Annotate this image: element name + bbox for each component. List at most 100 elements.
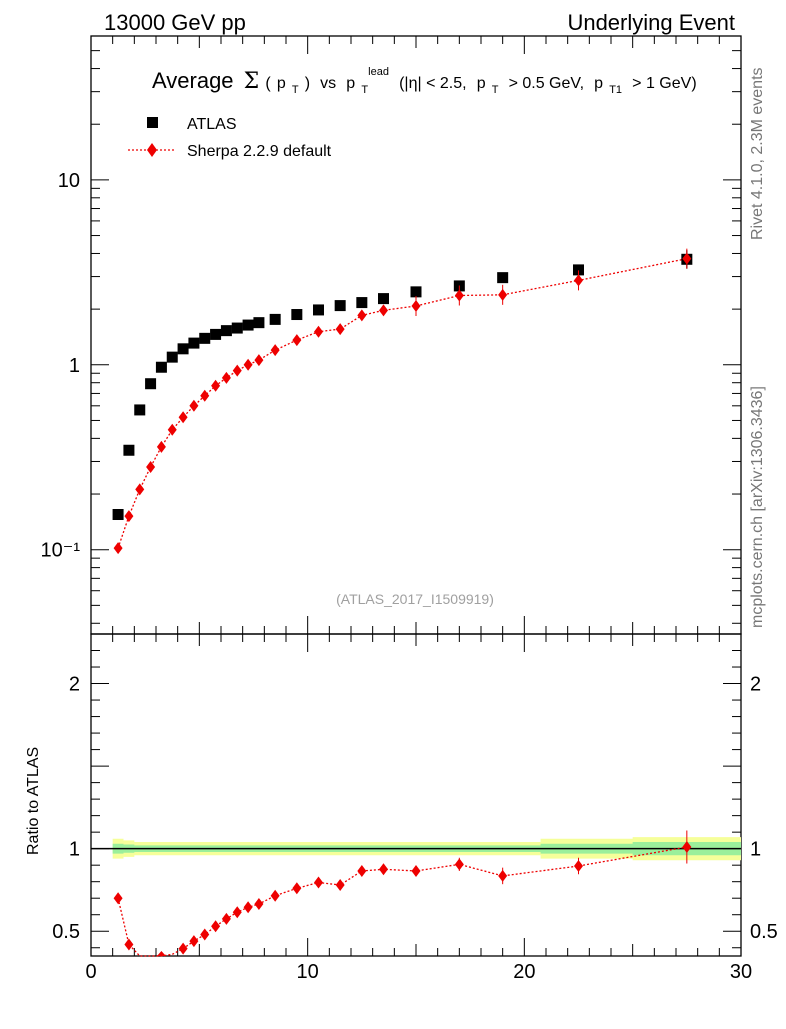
atlas-point	[123, 444, 135, 456]
sherpa-point	[232, 364, 242, 377]
ratio-sherpa-point	[124, 938, 134, 951]
plot-title: Average Σ ( p T ) vs p T lead (|η| < 2.5…	[152, 55, 697, 98]
y-tick-label-main: 10	[58, 170, 80, 192]
sherpa-point	[314, 325, 323, 338]
sherpa-point	[178, 411, 188, 424]
title-p3: p	[477, 75, 486, 92]
ratio-sherpa-point	[682, 841, 692, 854]
title-average: Average	[152, 68, 234, 93]
sherpa-point	[113, 542, 123, 555]
sherpa-point	[167, 423, 177, 436]
title-pt-cut: > 0.5 GeV,	[509, 75, 584, 92]
sherpa-point	[454, 289, 464, 302]
atlas-point	[112, 509, 124, 521]
atlas-point	[313, 304, 324, 316]
atlas-point	[188, 337, 200, 349]
main-series	[112, 248, 693, 555]
legend: ATLAS Sherpa 2.2.9 default	[128, 116, 332, 160]
y-tick-label-ratio-right: 1	[750, 839, 761, 861]
title-t2: T	[361, 84, 368, 96]
sherpa-point	[135, 483, 145, 496]
title-eta: (|η| < 2.5,	[399, 75, 466, 92]
sherpa-point	[357, 309, 367, 322]
ratio-axis-label: Ratio to ATLAS	[25, 747, 42, 855]
ratio-sherpa-point	[292, 882, 302, 895]
ratio-sherpa-point	[498, 869, 508, 882]
ratio-sherpa-point	[254, 897, 264, 910]
y-tick-label-ratio-right: 0.5	[750, 921, 778, 943]
atlas-point	[134, 404, 146, 416]
title-vs: vs	[320, 75, 336, 92]
title-t4: T1	[609, 84, 622, 96]
y-tick-label-ratio-right: 2	[750, 674, 761, 696]
ratio-sherpa-point	[200, 928, 210, 941]
ratio-sherpa-point-clipped	[156, 951, 166, 956]
sherpa-point	[411, 299, 421, 312]
sherpa-point	[211, 379, 221, 392]
title-t3: T	[492, 84, 499, 96]
atlas-point	[356, 297, 368, 309]
header-left: 13000 GeV pp	[104, 10, 246, 35]
legend-atlas-marker	[147, 117, 158, 128]
atlas-point	[242, 319, 254, 331]
analysis-id: (ATLAS_2017_I1509919)	[336, 591, 494, 607]
sherpa-point	[254, 354, 264, 367]
ratio-sherpa-point	[243, 901, 253, 914]
ratio-sherpa-line	[117, 846, 687, 957]
ratio-sherpa-point	[314, 876, 323, 889]
x-tick-label: 30	[730, 961, 752, 983]
atlas-point	[155, 361, 167, 373]
atlas-point	[410, 286, 422, 298]
atlas-point	[334, 300, 346, 312]
legend-sherpa-label: Sherpa 2.2.9 default	[187, 143, 332, 160]
atlas-point	[291, 309, 303, 321]
atlas-point	[378, 293, 389, 305]
sherpa-point	[243, 358, 253, 371]
ratio-plot-frame	[90, 633, 742, 957]
ratio-sherpa-point	[211, 920, 221, 933]
ratio-series	[113, 830, 692, 957]
title-lead: lead	[368, 66, 389, 78]
y-tick-label-ratio: 0.5	[52, 921, 80, 943]
atlas-point	[145, 378, 157, 390]
title-sigma: Σ	[244, 69, 260, 94]
sherpa-point	[146, 461, 156, 474]
rivet-label: Rivet 4.1.0, 2.3M events	[749, 67, 766, 240]
header-right: Underlying Event	[567, 10, 735, 35]
y-tick-label-ratio: 2	[69, 674, 80, 696]
ratio-sherpa-point	[113, 892, 123, 905]
atlas-point	[177, 343, 189, 355]
title-p2: p	[346, 75, 355, 92]
url-label: mcplots.cern.ch [arXiv:1306.3436]	[749, 386, 766, 628]
atlas-point	[253, 317, 265, 329]
ratio-sherpa-point	[335, 878, 345, 891]
sherpa-point	[292, 334, 302, 347]
ratio-sherpa-point	[357, 864, 367, 877]
sherpa-point	[200, 389, 210, 402]
atlas-point	[497, 272, 509, 284]
sherpa-point	[498, 288, 508, 301]
title-close: )	[305, 75, 310, 92]
ratio-sherpa-point	[232, 906, 242, 919]
atlas-point	[210, 328, 222, 340]
ratio-bands	[91, 837, 741, 861]
ratio-sherpa-point	[574, 860, 583, 873]
y-tick-label-main: 10⁻¹	[41, 540, 81, 562]
atlas-point	[269, 313, 281, 325]
ratio-sherpa-point	[221, 912, 231, 925]
ratio-sherpa-point	[270, 889, 280, 902]
legend-atlas-label: ATLAS	[187, 116, 237, 133]
sherpa-point	[682, 252, 692, 265]
sherpa-point	[124, 510, 134, 523]
x-tick-label: 10	[297, 961, 319, 983]
title-p1: p	[277, 75, 286, 92]
y-tick-label-ratio: 1	[69, 839, 80, 861]
sherpa-point	[335, 323, 345, 336]
legend-sherpa-marker	[147, 143, 157, 157]
y-tick-label-main: 1	[69, 355, 80, 377]
ratio-sherpa-point	[454, 858, 464, 871]
x-tick-label: 0	[85, 961, 96, 983]
title-open: (	[265, 75, 271, 92]
sherpa-point	[156, 440, 166, 453]
title-t1: T	[292, 84, 299, 96]
